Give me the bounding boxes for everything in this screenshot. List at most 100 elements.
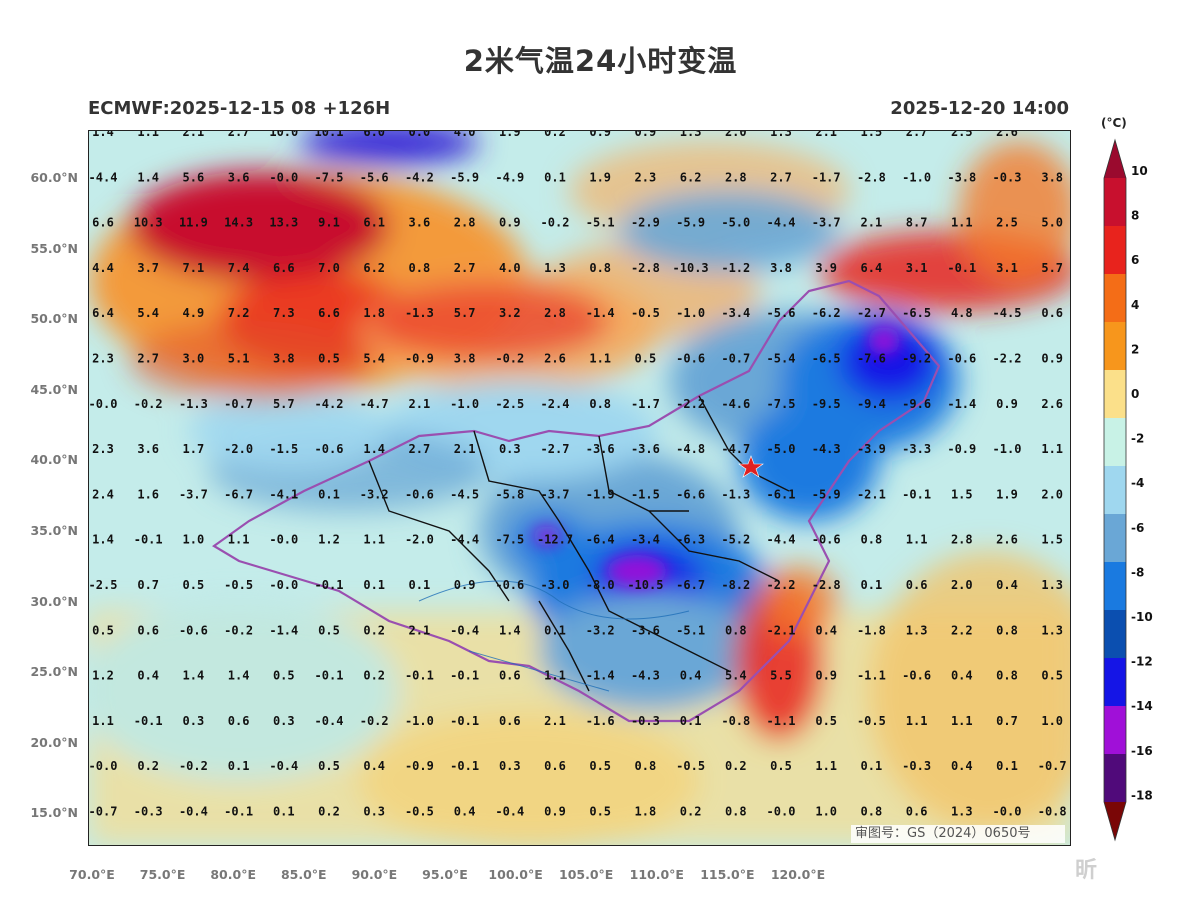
grid-value: -2.5 — [89, 578, 117, 592]
grid-value: 5.4 — [363, 352, 385, 366]
grid-value: 3.0 — [183, 352, 205, 366]
grid-value: 0.5 — [589, 805, 611, 819]
page-title: 2米气温24小时变温 — [463, 44, 738, 78]
grid-value: 0.3 — [499, 442, 521, 456]
grid-value: -2.0 — [405, 533, 434, 547]
grid-value: -4.4 — [767, 533, 796, 547]
grid-value: -0.6 — [405, 487, 434, 501]
grid-value: 3.6 — [228, 170, 250, 184]
grid-value: 3.9 — [815, 261, 837, 275]
grid-value: 0.8 — [725, 805, 747, 819]
grid-value: 2.8 — [544, 306, 566, 320]
latitude-label: 55.0°N — [30, 240, 78, 256]
grid-value: 1.1 — [137, 131, 159, 139]
grid-value: 2.7 — [906, 131, 928, 139]
grid-value: 1.4 — [499, 623, 521, 637]
grid-value: -0.6 — [947, 352, 976, 366]
grid-value: 1.1 — [951, 216, 973, 230]
grid-value: 0.1 — [861, 759, 883, 773]
grid-value: 1.8 — [363, 306, 385, 320]
grid-value: 10.1 — [315, 131, 344, 139]
grid-value: -1.4 — [586, 306, 615, 320]
latitude-label: 40.0°N — [30, 452, 78, 468]
grid-value: -0.7 — [224, 397, 253, 411]
grid-value: 0.8 — [861, 805, 883, 819]
grid-value: 2.8 — [454, 216, 476, 230]
grid-value: -3.2 — [360, 487, 389, 501]
grid-value: -5.9 — [812, 487, 841, 501]
grid-value: -7.6 — [857, 352, 886, 366]
grid-value: -1.0 — [405, 714, 434, 728]
grid-value: -0.0 — [269, 578, 298, 592]
grid-value: 1.1 — [1041, 442, 1063, 456]
colorbar-segment — [1104, 754, 1126, 803]
colorbar-label: 2 — [1131, 342, 1139, 356]
grid-value: 1.4 — [228, 669, 250, 683]
grid-value: -7.5 — [767, 397, 796, 411]
grid-value: 2.8 — [725, 170, 747, 184]
grid-value: 11.9 — [179, 216, 208, 230]
colorbar-unit: (°C) — [1101, 116, 1127, 130]
map-canvas: 1.4 1.1 2.1 2.7 10.0 10.1 6.0 0.0 4.0 1.9 0.2 0.9 0.… — [89, 131, 1070, 845]
grid-value: -2.5 — [495, 397, 524, 411]
grid-value: -3.6 — [631, 442, 660, 456]
grid-value: -2.2 — [767, 578, 796, 592]
grid-value: -4.7 — [360, 397, 389, 411]
grid-value: 0.8 — [996, 623, 1018, 637]
grid-value: -0.2 — [360, 714, 389, 728]
grid-value: -1.1 — [857, 669, 886, 683]
grid-value: 3.8 — [454, 352, 476, 366]
grid-value: -4.3 — [631, 669, 660, 683]
grid-value: -10.3 — [673, 261, 709, 275]
grid-value: -3.6 — [586, 442, 615, 456]
grid-value: 1.1 — [92, 714, 114, 728]
grid-value: 0.1 — [996, 759, 1018, 773]
grid-value: 2.1 — [183, 131, 205, 139]
grid-value: 7.2 — [228, 306, 250, 320]
grid-value: -10.5 — [627, 578, 663, 592]
longitude-label: 115.0°E — [700, 867, 755, 882]
grid-value: -5.1 — [676, 623, 705, 637]
grid-value: 1.9 — [996, 487, 1018, 501]
grid-value: 3.8 — [770, 261, 792, 275]
grid-value: 1.4 — [183, 669, 205, 683]
grid-value: 0.1 — [861, 578, 883, 592]
colorbar-label: 8 — [1131, 209, 1139, 223]
grid-value: -0.1 — [902, 487, 931, 501]
grid-value: 13.3 — [269, 216, 298, 230]
longitude-label: 105.0°E — [559, 867, 614, 882]
grid-value: 0.3 — [499, 759, 521, 773]
grid-value: -0.6 — [676, 352, 705, 366]
grid-value: -0.2 — [541, 216, 570, 230]
grid-value: -5.9 — [676, 216, 705, 230]
grid-value: -0.3 — [902, 759, 931, 773]
grid-value: 2.1 — [861, 216, 883, 230]
grid-value: 0.3 — [273, 714, 295, 728]
grid-value: -0.1 — [224, 805, 253, 819]
grid-value: -3.3 — [902, 442, 931, 456]
grid-value: -6.7 — [224, 487, 253, 501]
grid-value: 0.9 — [589, 131, 611, 139]
grid-value: 0.1 — [228, 759, 250, 773]
grid-value: 0.9 — [454, 578, 476, 592]
grid-value: 0.4 — [363, 759, 385, 773]
grid-value: 3.1 — [906, 261, 928, 275]
grid-value: -4.1 — [269, 487, 298, 501]
grid-value: 1.1 — [228, 533, 250, 547]
grid-value: -0.2 — [495, 352, 524, 366]
grid-value: 2.0 — [1041, 487, 1063, 501]
grid-value: 0.4 — [951, 669, 973, 683]
grid-value: 5.4 — [725, 669, 747, 683]
grid-value: -0.0 — [993, 805, 1022, 819]
grid-value: -2.4 — [541, 397, 570, 411]
grid-value: -0.6 — [315, 442, 344, 456]
grid-value: 0.8 — [589, 261, 611, 275]
grid-value: -0.1 — [405, 669, 434, 683]
grid-value: 1.3 — [906, 623, 928, 637]
grid-value: 1.1 — [544, 669, 566, 683]
purple-cores — [533, 327, 900, 587]
valid-time-label: 2025-12-20 14:00 — [890, 98, 1069, 119]
grid-value: -5.6 — [767, 306, 796, 320]
grid-value: -5.0 — [767, 442, 796, 456]
grid-value: -6.5 — [902, 306, 931, 320]
